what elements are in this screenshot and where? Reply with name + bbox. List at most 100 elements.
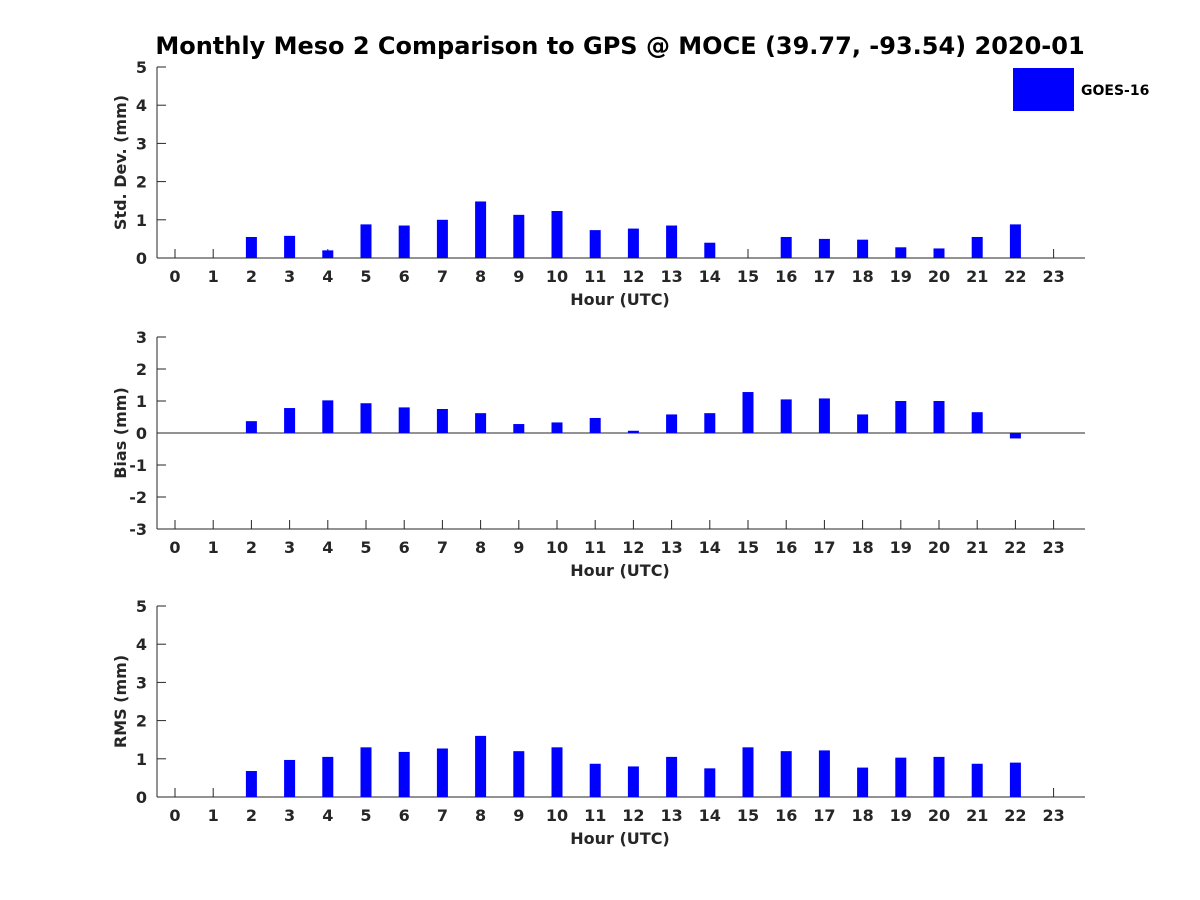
x-tick-label: 8	[475, 806, 486, 825]
bar-bias-hour-21	[971, 412, 983, 433]
x-tick-label: 16	[775, 538, 797, 557]
x-tick-label: 18	[851, 267, 873, 286]
x-tick-label: 10	[546, 267, 568, 286]
x-tick-label: 7	[437, 538, 448, 557]
bar-std-hour-16	[780, 236, 792, 258]
x-axis-label: Hour (UTC)	[570, 290, 670, 309]
bar-std-hour-5	[360, 224, 372, 258]
y-tick-label: 2	[136, 360, 147, 379]
bar-rms-hour-12	[627, 766, 639, 797]
bar-std-hour-20	[933, 248, 945, 258]
x-tick-label: 23	[1042, 806, 1064, 825]
x-tick-label: 18	[851, 806, 873, 825]
bar-std-hour-18	[857, 239, 869, 258]
bar-std-hour-2	[245, 236, 257, 258]
bar-rms-hour-20	[933, 756, 945, 797]
bar-bias-hour-15	[742, 392, 754, 433]
bar-bias-hour-8	[475, 413, 487, 433]
x-tick-label: 16	[775, 267, 797, 286]
x-tick-label: 21	[966, 806, 988, 825]
x-tick-label: 0	[169, 267, 180, 286]
x-tick-label: 23	[1042, 267, 1064, 286]
x-axis-label: Hour (UTC)	[570, 829, 670, 848]
bar-rms-hour-3	[284, 759, 296, 797]
y-tick-label: 1	[136, 211, 147, 230]
bar-rms-hour-14	[704, 768, 716, 797]
bar-bias-hour-11	[589, 417, 601, 433]
x-tick-label: 4	[322, 538, 333, 557]
x-tick-label: 8	[475, 538, 486, 557]
x-tick-label: 17	[813, 538, 835, 557]
bar-rms-hour-10	[551, 747, 563, 797]
x-tick-label: 12	[622, 806, 644, 825]
x-tick-label: 15	[737, 267, 759, 286]
x-tick-label: 20	[928, 267, 950, 286]
bar-std-hour-4	[322, 250, 334, 258]
y-axis-label: Bias (mm)	[111, 387, 130, 479]
bar-bias-hour-22	[1009, 433, 1021, 439]
x-tick-label: 15	[737, 806, 759, 825]
y-tick-label: 2	[136, 712, 147, 731]
x-tick-label: 18	[851, 538, 873, 557]
bar-std-hour-19	[895, 247, 907, 258]
bar-bias-hour-10	[551, 422, 563, 433]
bar-rms-hour-17	[818, 750, 830, 797]
x-tick-label: 6	[399, 538, 410, 557]
x-tick-label: 8	[475, 267, 486, 286]
legend-swatch	[1013, 68, 1074, 111]
bar-bias-hour-12	[627, 430, 639, 433]
x-axis-label: Hour (UTC)	[570, 561, 670, 580]
bar-std-hour-3	[284, 235, 296, 258]
y-tick-label: 4	[136, 96, 147, 115]
bar-rms-hour-15	[742, 747, 754, 797]
chart-title: Monthly Meso 2 Comparison to GPS @ MOCE …	[155, 32, 1084, 60]
bar-std-hour-7	[436, 219, 448, 258]
x-tick-label: 11	[584, 806, 606, 825]
bar-bias-hour-3	[284, 408, 296, 433]
x-tick-label: 3	[284, 267, 295, 286]
bar-std-hour-13	[666, 225, 678, 258]
x-tick-label: 5	[360, 806, 371, 825]
y-tick-label: 1	[136, 750, 147, 769]
bar-std-hour-22	[1009, 224, 1021, 258]
x-tick-label: 5	[360, 538, 371, 557]
x-tick-label: 12	[622, 267, 644, 286]
x-tick-label: 22	[1004, 267, 1026, 286]
bar-std-hour-11	[589, 230, 601, 258]
x-tick-label: 7	[437, 806, 448, 825]
x-tick-label: 7	[437, 267, 448, 286]
x-tick-label: 19	[890, 267, 912, 286]
y-tick-label: 0	[136, 249, 147, 268]
x-tick-label: 13	[660, 538, 682, 557]
y-tick-label: 0	[136, 424, 147, 443]
x-tick-label: 3	[284, 806, 295, 825]
y-tick-label: 5	[136, 597, 147, 616]
bar-std-hour-9	[513, 214, 525, 258]
x-tick-label: 15	[737, 538, 759, 557]
bar-bias-hour-13	[666, 414, 678, 433]
x-tick-label: 17	[813, 806, 835, 825]
x-tick-label: 2	[246, 538, 257, 557]
bar-rms-hour-16	[780, 751, 792, 797]
x-tick-label: 19	[890, 538, 912, 557]
bar-bias-hour-6	[398, 407, 410, 433]
legend-label: GOES-16	[1081, 83, 1149, 99]
y-tick-label: -2	[129, 488, 147, 507]
x-tick-label: 13	[660, 267, 682, 286]
y-tick-label: 5	[136, 58, 147, 77]
y-tick-label: 3	[136, 328, 147, 347]
bar-rms-hour-5	[360, 747, 372, 797]
x-tick-label: 0	[169, 538, 180, 557]
x-tick-label: 9	[513, 538, 524, 557]
x-tick-label: 2	[246, 267, 257, 286]
x-tick-label: 1	[208, 806, 219, 825]
y-tick-label: -3	[129, 520, 147, 539]
x-tick-label: 10	[546, 806, 568, 825]
bar-rms-hour-22	[1009, 762, 1021, 797]
bar-rms-hour-19	[895, 757, 907, 797]
x-tick-label: 9	[513, 267, 524, 286]
